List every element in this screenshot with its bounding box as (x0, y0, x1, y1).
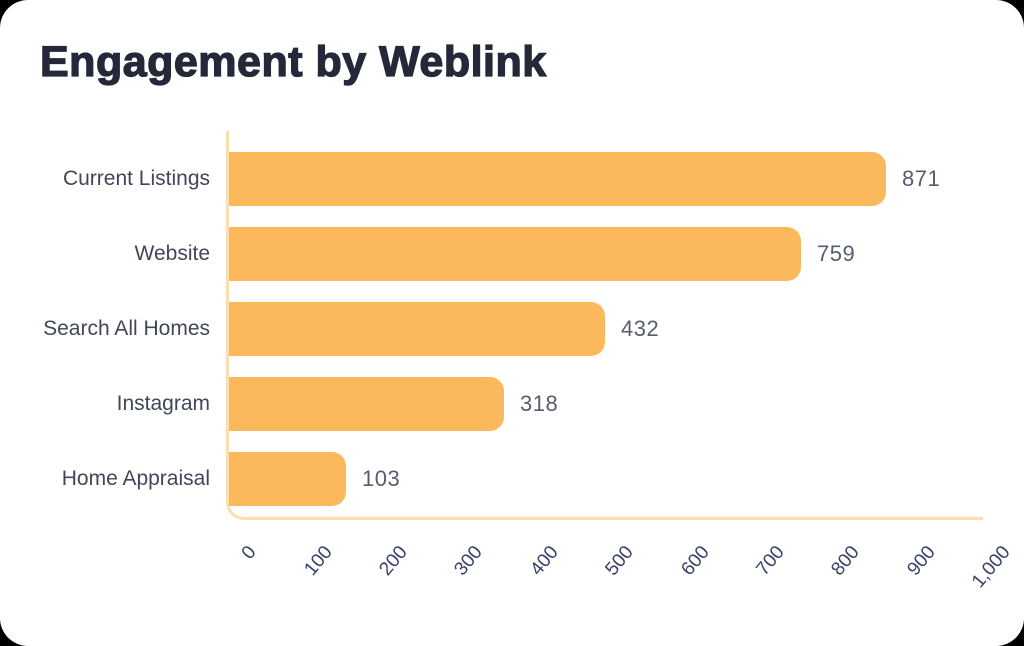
chart-title: Engagement by Weblink (39, 37, 547, 86)
x-tick-label: 700 (752, 542, 789, 580)
x-tick-label: 300 (450, 542, 488, 580)
category-label: Current Listings (62, 167, 210, 190)
category-label: Instagram (116, 392, 210, 415)
bar (229, 227, 801, 281)
category-label: Search All Homes (43, 317, 210, 340)
bar (229, 377, 504, 431)
x-tick-label: 900 (903, 542, 940, 580)
x-tick-label: 800 (827, 542, 865, 580)
category-label: Home Appraisal (61, 467, 210, 490)
x-tick-label: 100 (300, 542, 337, 580)
x-tick-label: 0 (238, 542, 262, 564)
axis-lines (226, 131, 983, 520)
x-tick-label: 1,000 (968, 542, 1016, 592)
value-label: 871 (902, 166, 941, 191)
bar (229, 302, 605, 356)
x-tick-label: 500 (601, 542, 639, 580)
value-label: 103 (362, 466, 401, 491)
value-label: 759 (817, 241, 856, 266)
x-tick-label: 200 (375, 542, 412, 580)
bar (229, 452, 346, 506)
x-tick-label: 400 (526, 542, 563, 580)
value-label: 432 (621, 316, 660, 341)
value-label: 318 (520, 391, 559, 416)
bar (229, 152, 886, 206)
x-tick-label: 600 (677, 542, 714, 580)
category-label: Website (134, 242, 210, 265)
